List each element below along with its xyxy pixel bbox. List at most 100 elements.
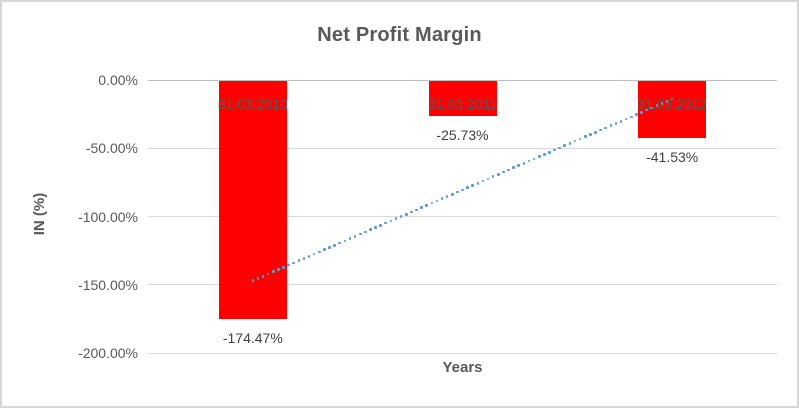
- trendline-dot: [635, 113, 638, 116]
- y-tick-label: -200.00%: [78, 345, 138, 361]
- y-axis-title: IN (%): [31, 192, 48, 236]
- trendline-dot: [609, 124, 613, 127]
- trendline-dot: [333, 243, 336, 247]
- trendline-dot: [302, 257, 306, 260]
- trendline-dot: [410, 210, 413, 214]
- trendline-dot: [430, 201, 434, 205]
- trendline-dot: [358, 232, 362, 236]
- trendline-dot: [343, 239, 347, 243]
- trendline-dot: [312, 252, 316, 256]
- trendline-dot: [502, 170, 505, 174]
- trendline-dot: [364, 230, 367, 234]
- trendline-dot: [629, 115, 633, 119]
- trendline-dot: [604, 126, 607, 130]
- trendline-dot: [655, 104, 659, 108]
- trendline-dot: [287, 263, 290, 267]
- trendline-dot: [471, 184, 475, 187]
- trendline-dot: [261, 274, 265, 278]
- gridline: [148, 284, 777, 286]
- trendline-dot: [374, 226, 377, 229]
- trendline-dot: [640, 111, 643, 114]
- trendline-dot: [425, 204, 428, 207]
- trendline-dot: [512, 166, 515, 170]
- trendline-dot: [297, 259, 301, 263]
- trendline-dot: [507, 168, 510, 172]
- trendline-dot: [543, 153, 546, 156]
- trendline-dot: [614, 122, 618, 125]
- y-tick-label: -50.00%: [85, 140, 138, 157]
- y-tick-label: -100.00%: [78, 208, 138, 225]
- gridline: [148, 216, 777, 217]
- y-tick-label: -150.00%: [78, 276, 138, 293]
- data-label: -174.47%: [222, 330, 283, 347]
- x-axis-line: [148, 79, 777, 81]
- trendline-dot: [256, 277, 260, 280]
- x-axis-title: Years: [442, 359, 483, 376]
- trendline-dot: [568, 142, 572, 145]
- trendline-dot: [323, 248, 326, 251]
- trendline-dot: [384, 221, 388, 225]
- trendline-dot: [527, 159, 531, 163]
- trendline-dot: [589, 133, 592, 136]
- trendline-dot: [277, 268, 280, 271]
- trendline-dot: [328, 246, 331, 249]
- trendline-dot: [353, 235, 357, 238]
- trendline-dot: [650, 106, 653, 110]
- trendline-dot: [496, 173, 500, 176]
- trendline-dot: [450, 193, 454, 196]
- trendline-dot: [599, 128, 602, 132]
- trendline-dot: [578, 137, 582, 141]
- trendline-dot: [537, 155, 541, 158]
- trendline-dot: [338, 241, 342, 245]
- trendline-dot: [466, 186, 469, 189]
- trendline-dot: [665, 100, 669, 103]
- data-label: -25.73%: [436, 127, 489, 144]
- trendline-dot: [420, 206, 423, 209]
- trendline-dot: [282, 266, 285, 269]
- trendline-dot: [318, 250, 321, 254]
- trendline-dot: [486, 177, 490, 181]
- trendline-dot: [456, 190, 459, 194]
- trendline-dot: [266, 272, 270, 276]
- trendline-dot: [379, 224, 382, 227]
- trendline-dot: [389, 219, 393, 223]
- trendline-dot: [563, 144, 567, 147]
- trendline-dot: [573, 139, 577, 143]
- gridline: [148, 352, 777, 354]
- trendline-dot: [369, 228, 372, 232]
- trendline-dot: [491, 175, 495, 178]
- trendline-dot: [532, 157, 536, 161]
- bar-31.03.2012: [638, 81, 707, 138]
- trendline-dot: [394, 217, 398, 220]
- trendline-dot: [271, 270, 275, 274]
- trendline-dot: [624, 117, 628, 121]
- bar-31.03.2011: [428, 81, 497, 117]
- trendline-dot: [415, 208, 418, 212]
- trendline-dot: [461, 188, 464, 192]
- trendline-dot: [440, 197, 444, 201]
- category-label: 31.03.2011: [427, 96, 498, 112]
- trendline-dot: [307, 255, 311, 258]
- trendline-dot: [445, 195, 449, 198]
- trendline-dot: [476, 181, 480, 185]
- trendline-dot: [481, 179, 485, 183]
- trendline-dot: [548, 150, 551, 154]
- trendline-dot: [348, 237, 352, 240]
- data-label: -41.53%: [646, 148, 699, 165]
- y-tick-label: 0.00%: [98, 72, 138, 88]
- trendline-dot: [522, 162, 526, 165]
- trendline-dot: [553, 148, 556, 152]
- trendline-dot: [251, 279, 255, 282]
- bar-31.03.2010: [218, 81, 287, 320]
- trendline-dot: [292, 261, 296, 265]
- trendline-dot: [645, 108, 648, 112]
- trendline-dot: [399, 215, 403, 218]
- gridline: [148, 147, 777, 149]
- chart-title: Net Profit Margin: [317, 24, 482, 46]
- trendline-dot: [558, 146, 561, 150]
- trendline-dot: [435, 199, 439, 203]
- trendline-dot: [660, 102, 664, 105]
- trendline-dot: [404, 212, 408, 216]
- category-label: 31.03.2012: [637, 96, 708, 112]
